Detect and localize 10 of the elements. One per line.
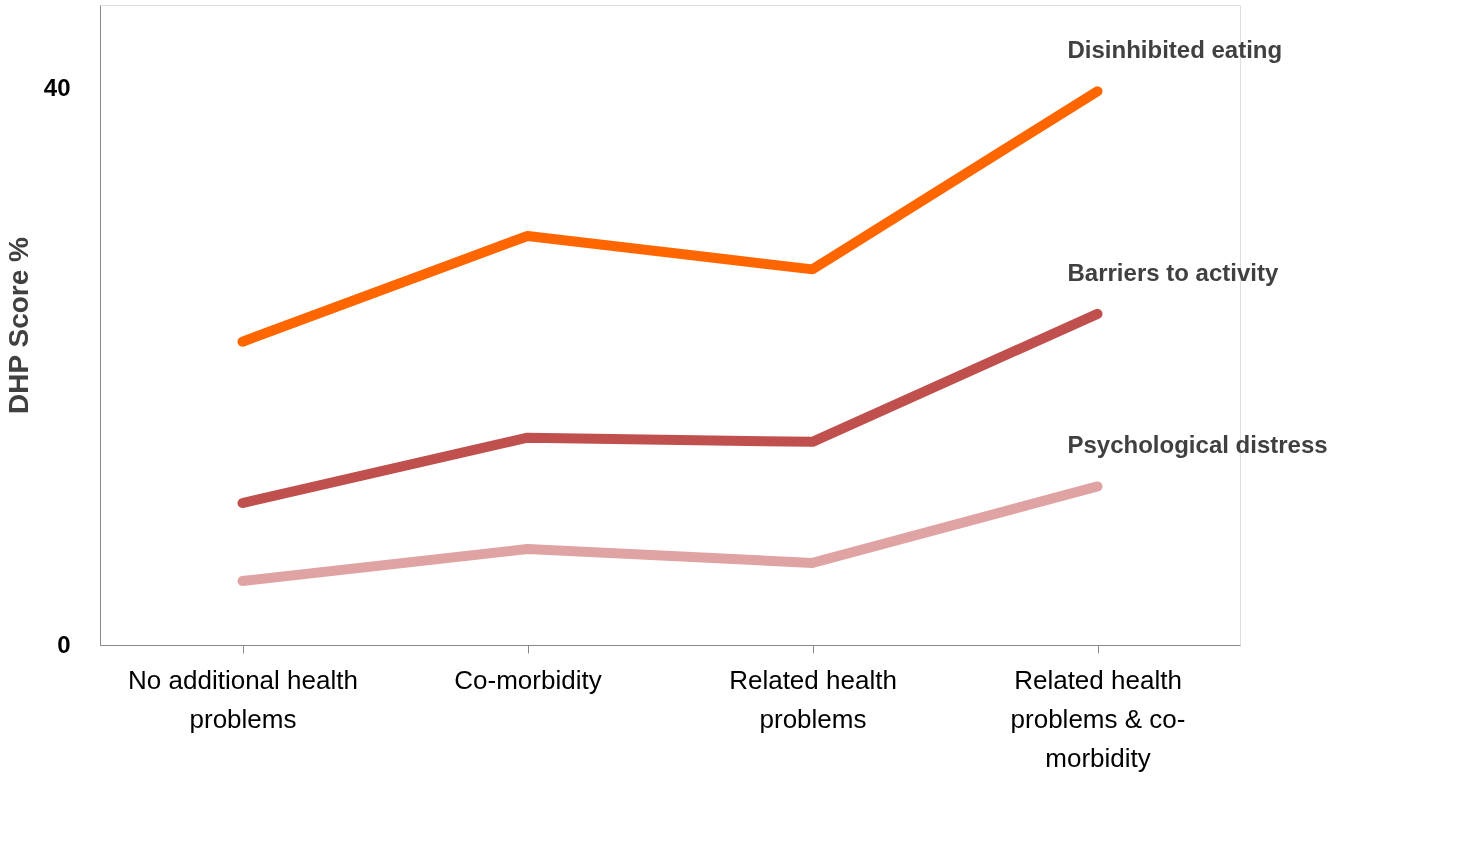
x-tick-label: Co-morbidity [454,664,602,695]
x-tick-label: Related health problems & co-morbidity [1010,664,1186,773]
series-label: Psychological distress [1067,431,1328,459]
y-tick-label: 0 [57,630,71,658]
y-tick-label: 40 [43,73,71,101]
series-label: Disinhibited eating [1067,36,1283,64]
x-tick-label: No additional health problems [128,664,358,734]
y-axis-title: DHP Score % [2,236,34,414]
x-tick-label: Related health problems [729,664,897,734]
series-label: Barriers to activity [1067,258,1279,286]
